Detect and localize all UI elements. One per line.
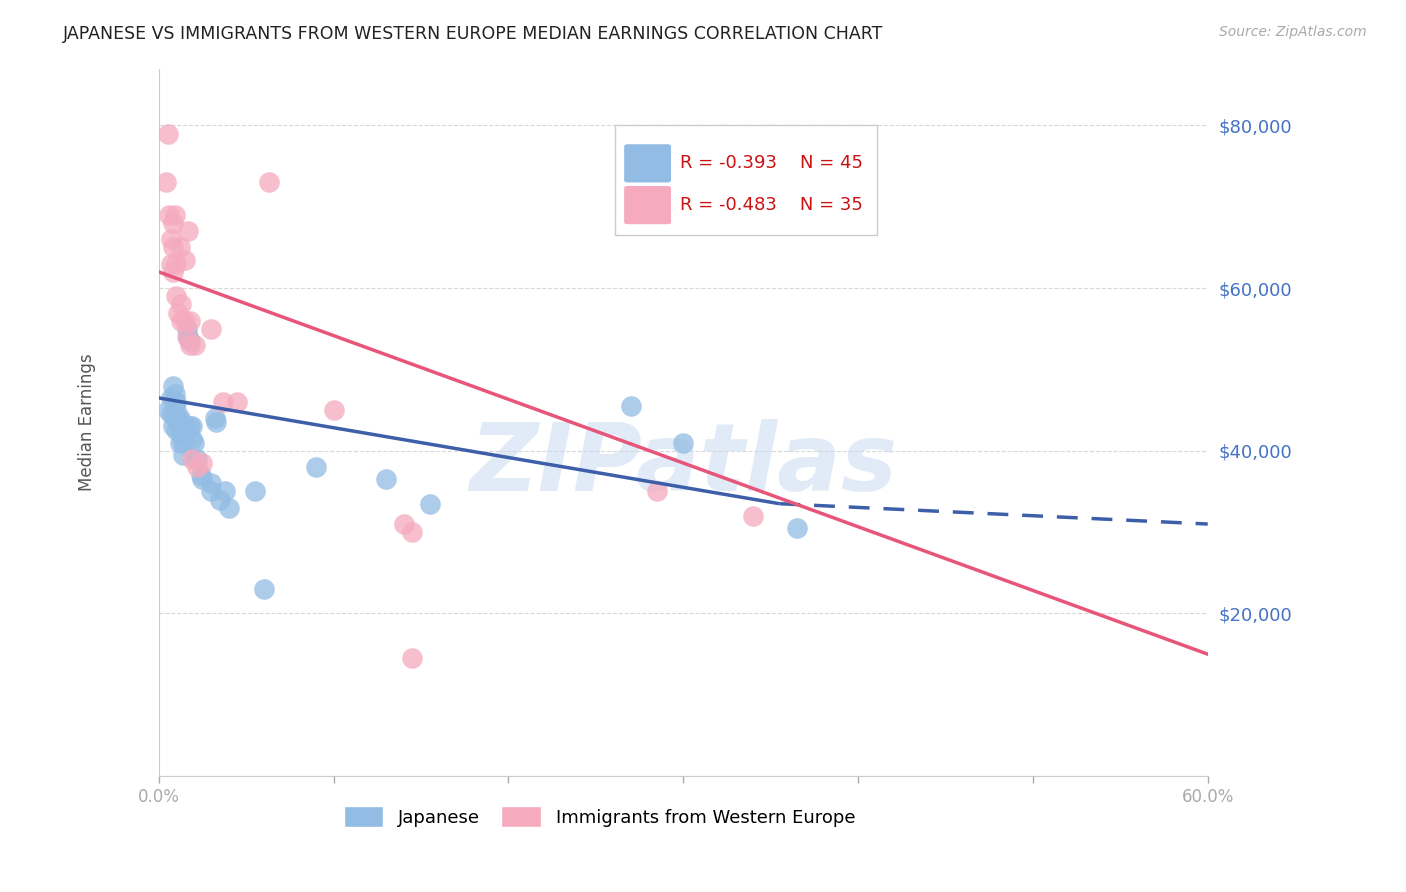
Legend: Japanese, Immigrants from Western Europe: Japanese, Immigrants from Western Europe	[336, 799, 862, 834]
Point	[162, 378, 184, 392]
Point	[163, 411, 186, 425]
Point	[218, 500, 240, 515]
Point	[212, 395, 235, 409]
Point	[177, 224, 200, 238]
Text: JAPANESE VS IMMIGRANTS FROM WESTERN EUROPE MEDIAN EARNINGS CORRELATION CHART: JAPANESE VS IMMIGRANTS FROM WESTERN EURO…	[63, 25, 883, 43]
Point	[165, 395, 187, 409]
Point	[155, 175, 177, 189]
Point	[645, 484, 668, 499]
Point	[169, 411, 191, 425]
Point	[208, 492, 231, 507]
Point	[186, 452, 208, 467]
Point	[162, 216, 184, 230]
FancyBboxPatch shape	[623, 144, 672, 183]
Point	[392, 516, 415, 531]
Point	[179, 313, 201, 327]
Point	[190, 468, 212, 483]
Point	[172, 448, 194, 462]
Text: R = -0.393    N = 45: R = -0.393 N = 45	[681, 154, 863, 172]
Point	[200, 476, 222, 491]
Point	[167, 305, 190, 319]
Point	[184, 338, 207, 352]
Point	[165, 289, 187, 303]
Point	[179, 334, 201, 348]
Point	[163, 387, 186, 401]
Point	[160, 391, 183, 405]
Point	[786, 521, 808, 535]
Point	[419, 497, 441, 511]
Point	[170, 415, 193, 429]
Point	[179, 419, 201, 434]
Point	[226, 395, 249, 409]
Point	[162, 419, 184, 434]
Point	[165, 424, 187, 438]
Point	[165, 403, 187, 417]
Point	[157, 208, 180, 222]
Point	[165, 411, 187, 425]
Point	[183, 435, 205, 450]
Point	[322, 403, 344, 417]
Point	[165, 257, 187, 271]
FancyBboxPatch shape	[623, 186, 672, 225]
Point	[742, 508, 765, 523]
Point	[205, 415, 228, 429]
Point	[243, 484, 266, 499]
Point	[174, 427, 197, 442]
Point	[401, 651, 423, 665]
Point	[672, 435, 695, 450]
Point	[177, 330, 200, 344]
Point	[253, 582, 276, 596]
Point	[305, 460, 328, 475]
Point	[170, 297, 193, 311]
Point	[169, 435, 191, 450]
Point	[170, 427, 193, 442]
Point	[169, 419, 191, 434]
Point	[156, 127, 179, 141]
Text: Source: ZipAtlas.com: Source: ZipAtlas.com	[1219, 25, 1367, 39]
Point	[176, 322, 198, 336]
Point	[620, 399, 643, 413]
Point	[160, 232, 183, 246]
Point	[191, 456, 214, 470]
Point	[172, 435, 194, 450]
Point	[174, 313, 197, 327]
Point	[176, 330, 198, 344]
Point	[191, 472, 214, 486]
Point	[200, 322, 222, 336]
Point	[162, 240, 184, 254]
Point	[160, 257, 183, 271]
Text: ZIPatlas: ZIPatlas	[470, 419, 897, 511]
Point	[204, 411, 226, 425]
Point	[170, 313, 193, 327]
FancyBboxPatch shape	[614, 125, 877, 235]
Point	[174, 419, 197, 434]
Point	[156, 403, 179, 417]
Point	[200, 484, 222, 499]
Text: R = -0.483    N = 35: R = -0.483 N = 35	[681, 196, 863, 214]
Point	[162, 265, 184, 279]
Point	[257, 175, 280, 189]
Point	[214, 484, 236, 499]
Point	[375, 472, 398, 486]
Point	[401, 525, 423, 540]
Y-axis label: Median Earnings: Median Earnings	[79, 353, 96, 491]
Point	[163, 208, 186, 222]
Point	[181, 452, 204, 467]
Point	[169, 240, 191, 254]
Point	[181, 432, 204, 446]
Point	[181, 419, 204, 434]
Point	[174, 252, 197, 267]
Point	[160, 407, 183, 421]
Point	[186, 460, 208, 475]
Point	[179, 338, 201, 352]
